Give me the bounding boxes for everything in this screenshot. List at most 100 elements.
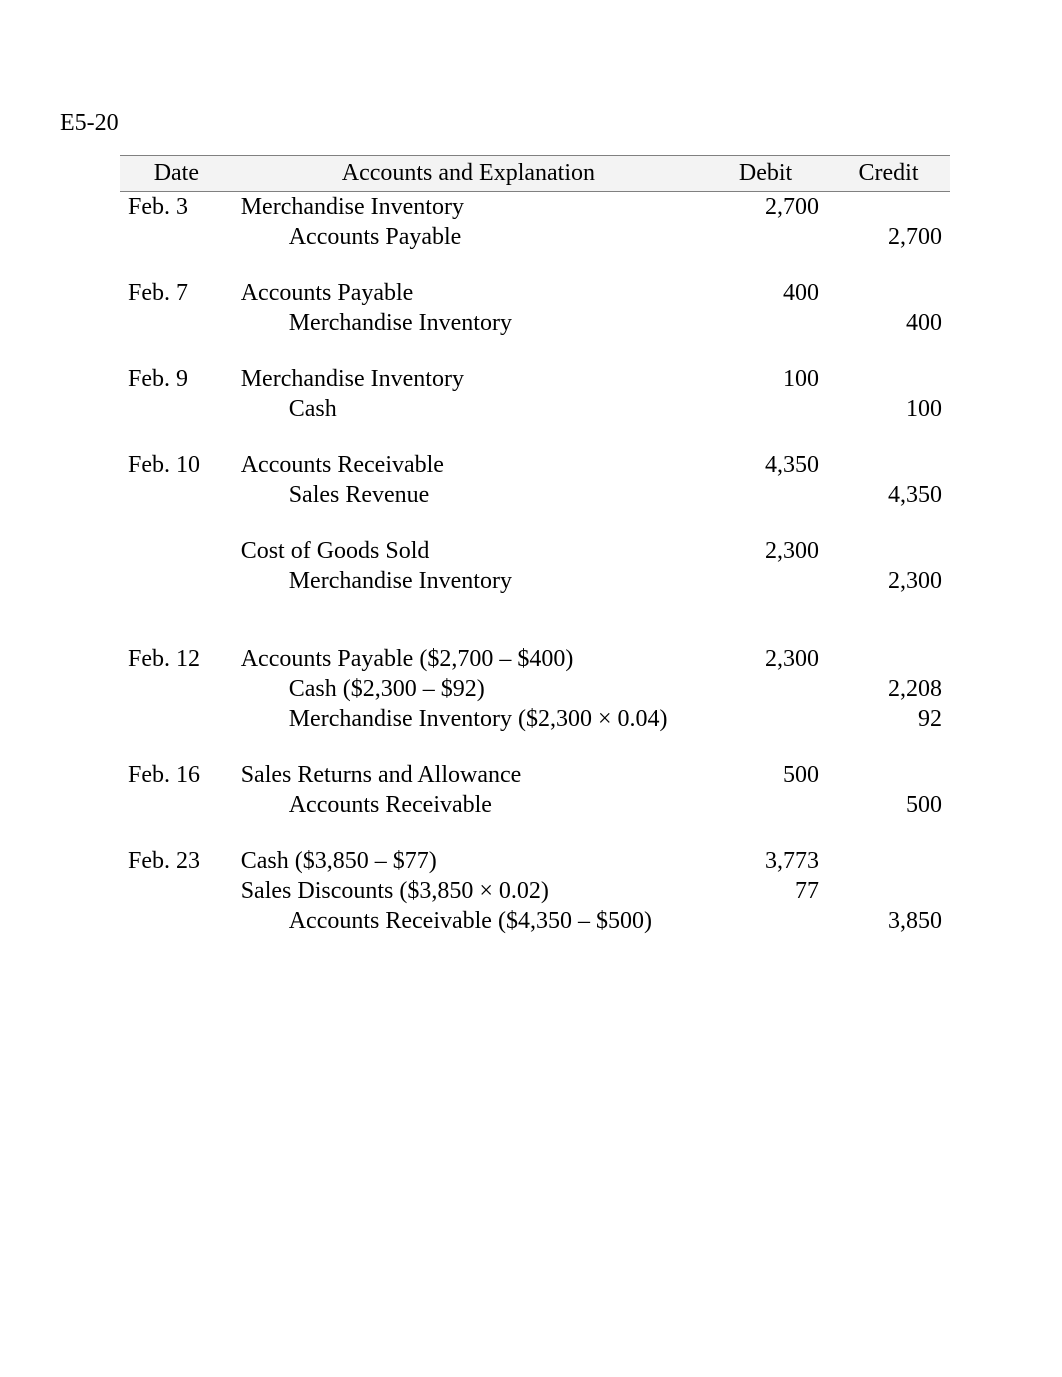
spacer-row [120, 252, 950, 278]
date-cell [120, 566, 233, 596]
account-cell: Accounts Payable [233, 222, 704, 252]
journal-row: Cash100 [120, 394, 950, 424]
date-cell [120, 480, 233, 510]
account-text: Accounts Payable [241, 222, 462, 252]
spacer-cell [120, 252, 950, 278]
date-cell [120, 790, 233, 820]
col-header-accounts: Accounts and Explanation [233, 156, 704, 192]
debit-cell [704, 704, 827, 734]
spacer-row [120, 936, 950, 962]
credit-cell: 500 [827, 790, 950, 820]
debit-cell [704, 308, 827, 338]
credit-cell: 92 [827, 704, 950, 734]
credit-cell [827, 364, 950, 394]
date-cell [120, 906, 233, 936]
debit-cell: 3,773 [704, 846, 827, 876]
date-cell [120, 876, 233, 906]
debit-cell: 4,350 [704, 450, 827, 480]
account-cell: Merchandise Inventory ($2,300 × 0.04) [233, 704, 704, 734]
col-header-date: Date [120, 156, 233, 192]
account-cell: Sales Returns and Allowance [233, 760, 704, 790]
spacer-cell [120, 936, 950, 962]
debit-cell [704, 566, 827, 596]
account-text: Merchandise Inventory ($2,300 × 0.04) [241, 704, 668, 734]
debit-cell [704, 906, 827, 936]
date-cell [120, 394, 233, 424]
journal-row: Cost of Goods Sold2,300 [120, 536, 950, 566]
journal-table-head: Date Accounts and Explanation Debit Cred… [120, 156, 950, 192]
spacer-cell [120, 596, 950, 644]
account-text: Accounts Receivable [241, 790, 492, 820]
spacer-cell [120, 820, 950, 846]
date-cell [120, 704, 233, 734]
account-text: Accounts Receivable ($4,350 – $500) [241, 906, 652, 936]
spacer-cell [120, 510, 950, 536]
date-cell [120, 308, 233, 338]
document-page: E5-20 Date Accounts and Explanation Debi… [0, 0, 1062, 962]
journal-row: Accounts Receivable 500 [120, 790, 950, 820]
spacer-row [120, 596, 950, 644]
credit-cell [827, 876, 950, 906]
account-cell: Merchandise Inventory [233, 192, 704, 223]
journal-row: Merchandise Inventory 400 [120, 308, 950, 338]
col-header-credit: Credit [827, 156, 950, 192]
debit-cell [704, 480, 827, 510]
account-cell: Accounts Payable ($2,700 – $400) [233, 644, 704, 674]
date-cell: Feb. 7 [120, 278, 233, 308]
date-cell [120, 222, 233, 252]
spacer-row [120, 734, 950, 760]
debit-cell [704, 222, 827, 252]
journal-row: Feb. 10Accounts Receivable4,350 [120, 450, 950, 480]
debit-cell: 2,700 [704, 192, 827, 223]
journal-row: Merchandise Inventory2,300 [120, 566, 950, 596]
spacer-row [120, 338, 950, 364]
account-cell: Merchandise Inventory [233, 566, 704, 596]
date-cell: Feb. 23 [120, 846, 233, 876]
account-cell: Merchandise Inventory [233, 364, 704, 394]
credit-cell [827, 644, 950, 674]
date-cell: Feb. 3 [120, 192, 233, 223]
credit-cell [827, 278, 950, 308]
debit-cell [704, 790, 827, 820]
journal-row: Sales Revenue4,350 [120, 480, 950, 510]
account-text: Merchandise Inventory [241, 308, 512, 338]
credit-cell [827, 450, 950, 480]
account-text: Sales Revenue [241, 480, 430, 510]
debit-cell: 400 [704, 278, 827, 308]
date-cell: Feb. 12 [120, 644, 233, 674]
date-cell [120, 674, 233, 704]
credit-cell: 2,700 [827, 222, 950, 252]
credit-cell: 400 [827, 308, 950, 338]
journal-row: Feb. 16Sales Returns and Allowance500 [120, 760, 950, 790]
account-cell: Cash [233, 394, 704, 424]
spacer-row [120, 424, 950, 450]
spacer-row [120, 510, 950, 536]
journal-table-body: Feb. 3Merchandise Inventory2,700Accounts… [120, 192, 950, 963]
journal-row: Merchandise Inventory ($2,300 × 0.04) 92 [120, 704, 950, 734]
credit-cell [827, 760, 950, 790]
spacer-cell [120, 338, 950, 364]
account-cell: Accounts Receivable [233, 790, 704, 820]
date-cell: Feb. 16 [120, 760, 233, 790]
account-cell: Cost of Goods Sold [233, 536, 704, 566]
journal-row: Feb. 3Merchandise Inventory2,700 [120, 192, 950, 223]
date-cell: Feb. 9 [120, 364, 233, 394]
journal-row: Feb. 23Cash ($3,850 – $77)3,773 [120, 846, 950, 876]
credit-cell: 3,850 [827, 906, 950, 936]
account-text: Cash [241, 394, 337, 424]
account-cell: Cash ($3,850 – $77) [233, 846, 704, 876]
account-cell: Accounts Payable [233, 278, 704, 308]
debit-cell: 77 [704, 876, 827, 906]
debit-cell [704, 394, 827, 424]
account-cell: Cash ($2,300 – $92) [233, 674, 704, 704]
debit-cell: 2,300 [704, 536, 827, 566]
account-text: Merchandise Inventory [241, 566, 512, 596]
credit-cell [827, 192, 950, 223]
debit-cell: 500 [704, 760, 827, 790]
journal-row: Feb. 7Accounts Payable400 [120, 278, 950, 308]
spacer-cell [120, 734, 950, 760]
journal-row: Cash ($2,300 – $92)2,208 [120, 674, 950, 704]
account-cell: Merchandise Inventory [233, 308, 704, 338]
journal-row: Feb. 9Merchandise Inventory100 [120, 364, 950, 394]
account-cell: Sales Discounts ($3,850 × 0.02) [233, 876, 704, 906]
